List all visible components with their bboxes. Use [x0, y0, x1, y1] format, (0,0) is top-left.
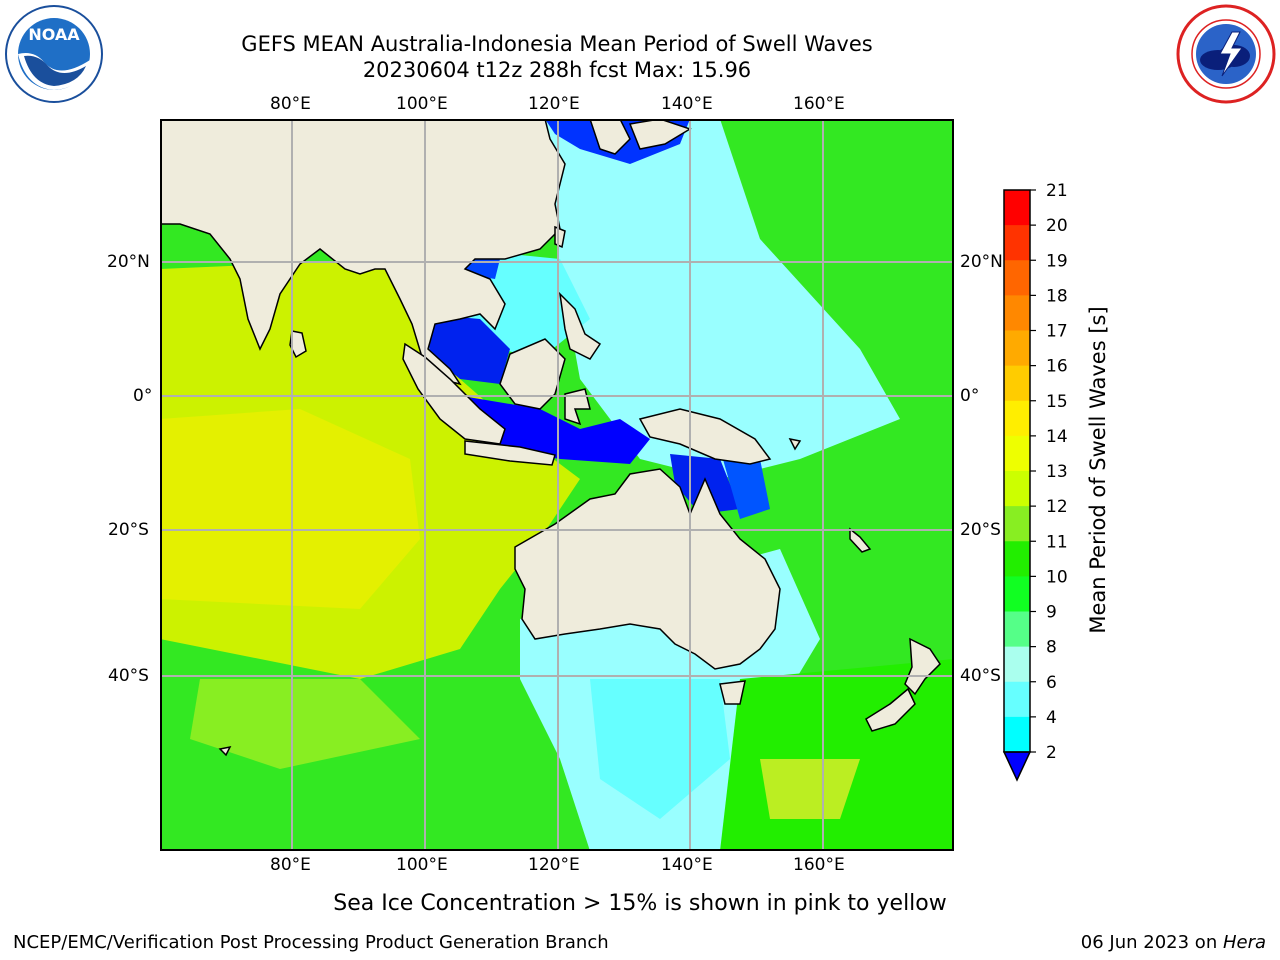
colorbar-segment: [1004, 330, 1030, 367]
colorbar-label-text: Mean Period of Swell Waves [s]: [1086, 306, 1110, 634]
colorbar-segment: [1004, 435, 1030, 472]
footer-date: 06 Jun 2023 on Hera: [1081, 932, 1266, 954]
lat-tick-left-20n: 20°N: [107, 252, 150, 272]
colorbar-tick-label: 14: [1046, 427, 1068, 447]
colorbar-tick-label: 8: [1046, 638, 1057, 658]
lon-tick-bottom-80e: 80°E: [270, 855, 311, 875]
colorbar-tick-label: 2: [1046, 743, 1057, 763]
lat-tick-left-40s: 40°S: [108, 666, 149, 686]
new-guinea: [638, 408, 772, 465]
lon-tick-top-140e: 140°E: [661, 94, 713, 114]
map-panel: [160, 119, 954, 851]
colorbar-extend-arrow: [1002, 751, 1032, 782]
colorbar-tick-label: 16: [1046, 357, 1068, 377]
lon-tick-top-100e: 100°E: [396, 94, 448, 114]
colorbar-segment: [1004, 190, 1030, 226]
colorbar-tick-label: 21: [1046, 182, 1068, 201]
colorbar-tick-label: 19: [1046, 251, 1068, 271]
colorbar-tick-label: 13: [1046, 462, 1068, 482]
noaa-logo: NOAA: [5, 5, 103, 103]
lon-tick-bottom-140e: 140°E: [661, 855, 713, 875]
lat-tick-right-20s: 20°S: [960, 520, 1001, 540]
java: [464, 440, 556, 466]
colorbar-segment: [1004, 576, 1030, 612]
footer-branch: NCEP/EMC/Verification Post Processing Pr…: [13, 932, 609, 953]
colorbar-tick-label: 18: [1046, 286, 1068, 306]
colorbar-tick-label: 10: [1046, 567, 1068, 587]
colorbar-tick-label: 15: [1046, 392, 1068, 412]
colorbar-segment: [1004, 365, 1030, 402]
graticule: [160, 119, 954, 851]
colorbar-segment: [1004, 716, 1030, 753]
colorbar: 21 20 19 18 17 16 15 14 13 12 11 10 9 8 6 4 2: [1002, 182, 1068, 782]
lon-tick-bottom-120e: 120°E: [528, 855, 580, 875]
noaa-logo-text: NOAA: [28, 25, 80, 44]
colorbar-tick-label: 20: [1046, 216, 1068, 236]
lon-tick-top-160e: 160°E: [793, 94, 845, 114]
lon-tick-top-120e: 120°E: [528, 94, 580, 114]
australia: [514, 468, 781, 670]
footer-host: Hera: [1222, 932, 1266, 953]
colorbar-tick-label: 12: [1046, 497, 1068, 517]
lon-tick-top-80e: 80°E: [270, 94, 311, 114]
nws-logo: [1176, 4, 1276, 104]
colorbar-tick-label: 4: [1046, 708, 1057, 728]
colorbar-segment: [1004, 541, 1030, 577]
pacific-cyan-field: [540, 119, 900, 479]
colorbar-segment: [1004, 295, 1030, 331]
colorbar-segment: [1004, 611, 1030, 648]
colorbar-tick-label: 6: [1046, 673, 1057, 693]
chart-title-line2: 20230604 t12z 288h fcst Max: 15.96: [362, 58, 752, 82]
colorbar-tick-label: 9: [1046, 603, 1057, 623]
indian-ocean-core: [160, 409, 420, 609]
colorbar-segment: [1004, 681, 1030, 718]
colorbar-segment: [1004, 225, 1030, 261]
lat-tick-right-0: 0°: [960, 386, 980, 406]
colorbar-segment: [1004, 400, 1030, 437]
lon-tick-bottom-100e: 100°E: [396, 855, 448, 875]
colorbar-segment: [1004, 506, 1030, 542]
lon-tick-bottom-160e: 160°E: [793, 855, 845, 875]
new-zealand: [904, 637, 941, 696]
lat-tick-right-40s: 40°S: [960, 666, 1001, 686]
colorbar-segment: [1004, 260, 1030, 296]
footer-date-text: 06 Jun 2023 on: [1080, 932, 1223, 953]
chart-title-line1: GEFS MEAN Australia-Indonesia Mean Perio…: [241, 32, 873, 56]
sea-ice-note: Sea Ice Concentration > 15% is shown in …: [333, 891, 947, 916]
colorbar-tick-label: 11: [1046, 532, 1068, 552]
colorbar-segment: [1004, 471, 1030, 507]
colorbar-segment: [1004, 646, 1030, 683]
map-border: [160, 119, 954, 851]
land-masses: [160, 119, 941, 757]
lat-tick-right-20n: 20°N: [960, 252, 1003, 272]
sumatra: [402, 342, 506, 445]
borneo: [499, 338, 566, 410]
lat-tick-left-20s: 20°S: [108, 520, 149, 540]
lat-tick-left-0: 0°: [133, 386, 153, 406]
colorbar-tick-label: 17: [1046, 322, 1068, 342]
